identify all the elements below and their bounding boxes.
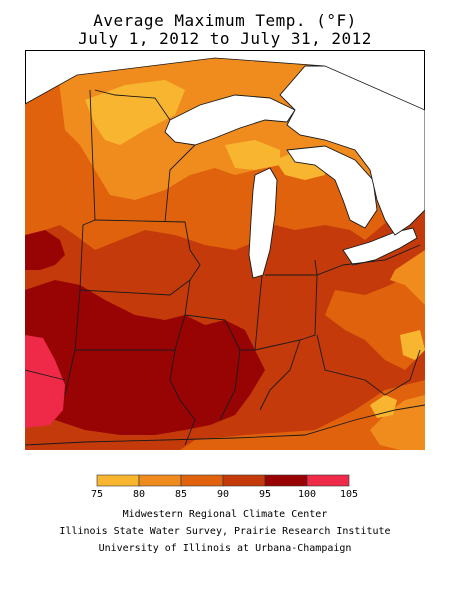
credit-isws: Illinois State Water Survey, Prairie Res…	[59, 526, 391, 537]
legend-tick-label: 105	[340, 489, 358, 500]
legend-swatch-75-80	[96, 474, 140, 487]
temperature-map	[25, 50, 425, 450]
legend-swatch-90-95	[222, 474, 266, 487]
zone-75-80-north-shore	[225, 140, 280, 170]
zone-80-85-east	[390, 250, 425, 305]
ontario-land	[279, 65, 425, 236]
legend-tick-label: 75	[91, 489, 103, 500]
credit-uiuc: University of Illinois at Urbana-Champai…	[98, 543, 352, 554]
zone-100-105	[25, 335, 65, 428]
legend-tick-label: 95	[259, 489, 271, 500]
legend-tick-label: 90	[217, 489, 229, 500]
legend-swatch-80-85	[138, 474, 182, 487]
legend-swatch-85-90	[180, 474, 224, 487]
credit-mrcc: Midwestern Regional Climate Center	[122, 509, 328, 520]
legend-swatch-95-100	[264, 474, 308, 487]
zone-85-90-southeast	[180, 380, 425, 450]
lake-michigan	[248, 167, 278, 279]
legend-tick-label: 80	[133, 489, 145, 500]
zone-95-100	[25, 280, 265, 435]
zone-85-90-east	[325, 265, 425, 370]
legend: 75 80 85 90 95 100 105	[91, 474, 358, 500]
temperature-fields	[25, 58, 425, 450]
legend-tick-label: 85	[175, 489, 187, 500]
map-title: Average Maximum Temp. (°F)	[93, 11, 357, 30]
great-lakes	[164, 65, 425, 279]
legend-tick-label: 100	[298, 489, 316, 500]
map-date-range: July 1, 2012 to July 31, 2012	[78, 29, 372, 48]
state-borders	[25, 89, 425, 446]
lake-huron	[286, 145, 378, 229]
legend-swatch-100-105	[306, 474, 350, 487]
lake-superior	[164, 94, 296, 146]
zone-95-100-northwest	[25, 230, 65, 270]
legend-tick-labels: 75 80 85 90 95 100 105	[91, 489, 358, 500]
map-edge	[25, 57, 425, 111]
zone-75-80-southeast-spot	[370, 395, 397, 418]
zone-80-85-southeast	[370, 395, 425, 450]
zone-75-80-upper-peninsula	[85, 80, 185, 145]
legend-color-bar	[96, 474, 350, 487]
